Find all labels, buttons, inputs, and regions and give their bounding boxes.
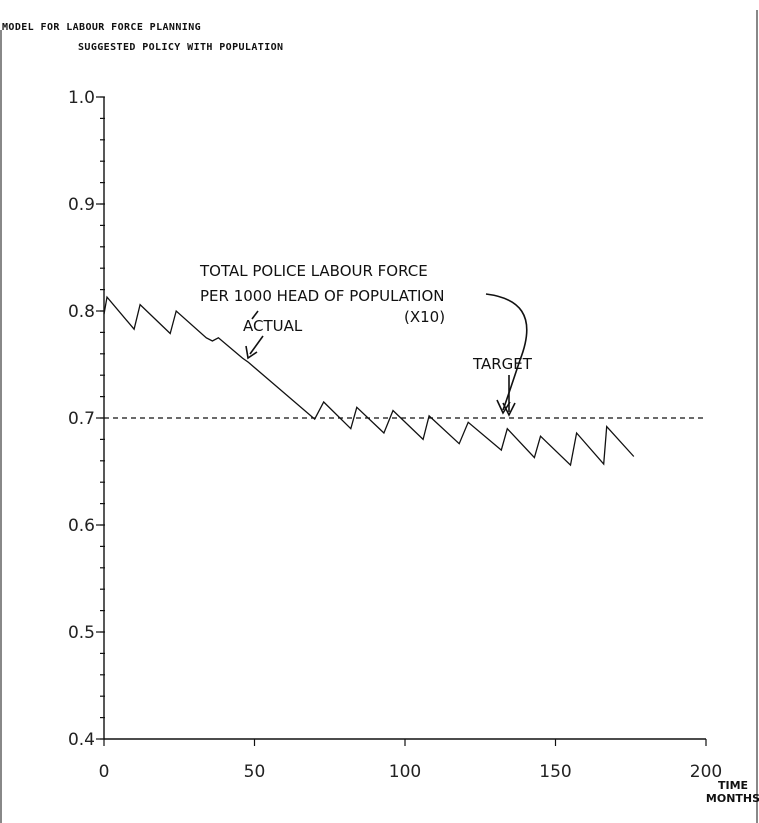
arrow-target-pointer-head: [502, 402, 516, 417]
x-axis-label-months: MONTHS: [706, 792, 759, 805]
y-tick-label: 1.0: [68, 88, 95, 108]
annotation-title-line-1: TOTAL POLICE LABOUR FORCE: [199, 262, 428, 280]
x-axis-label-time: TIME: [718, 779, 748, 792]
annotation-title-line-2: PER 1000 HEAD OF POPULATION: [200, 287, 444, 305]
header-line-1: MODEL FOR LABOUR FORCE PLANNING: [2, 22, 201, 33]
y-tick-label: 0.8: [68, 302, 95, 322]
x-tick-label: 100: [389, 762, 421, 782]
x-ticks: 0 50 100 150 200: [99, 739, 722, 782]
x-tick-label: 0: [99, 762, 110, 782]
y-tick-label: 0.4: [68, 730, 95, 750]
arrow-title-dash: [251, 310, 259, 320]
y-tick-label: 0.5: [68, 623, 95, 643]
y-major-ticks: 0.4 0.5 0.6 0.7 0.8 0.9 1.0: [68, 88, 104, 750]
y-tick-label: 0.6: [68, 516, 95, 536]
y-tick-label: 0.9: [68, 195, 95, 215]
header-line-2: SUGGESTED POLICY WITH POPULATION: [78, 42, 283, 53]
annotation-title-line-3: (X10): [404, 308, 445, 326]
annotation-target: TARGET: [472, 355, 533, 373]
x-tick-label: 200: [690, 762, 722, 782]
actual-series-line: [103, 295, 635, 467]
arrow-actual-pointer-head: [245, 345, 258, 360]
arrow-actual-pointer: [249, 335, 264, 355]
annotation-actual: ACTUAL: [243, 317, 303, 335]
x-tick-label: 150: [539, 762, 571, 782]
x-tick-label: 50: [244, 762, 266, 782]
arrow-population-pointer: [485, 293, 528, 411]
y-tick-label: 0.7: [68, 409, 95, 429]
arrow-population-pointer-head: [496, 399, 511, 415]
